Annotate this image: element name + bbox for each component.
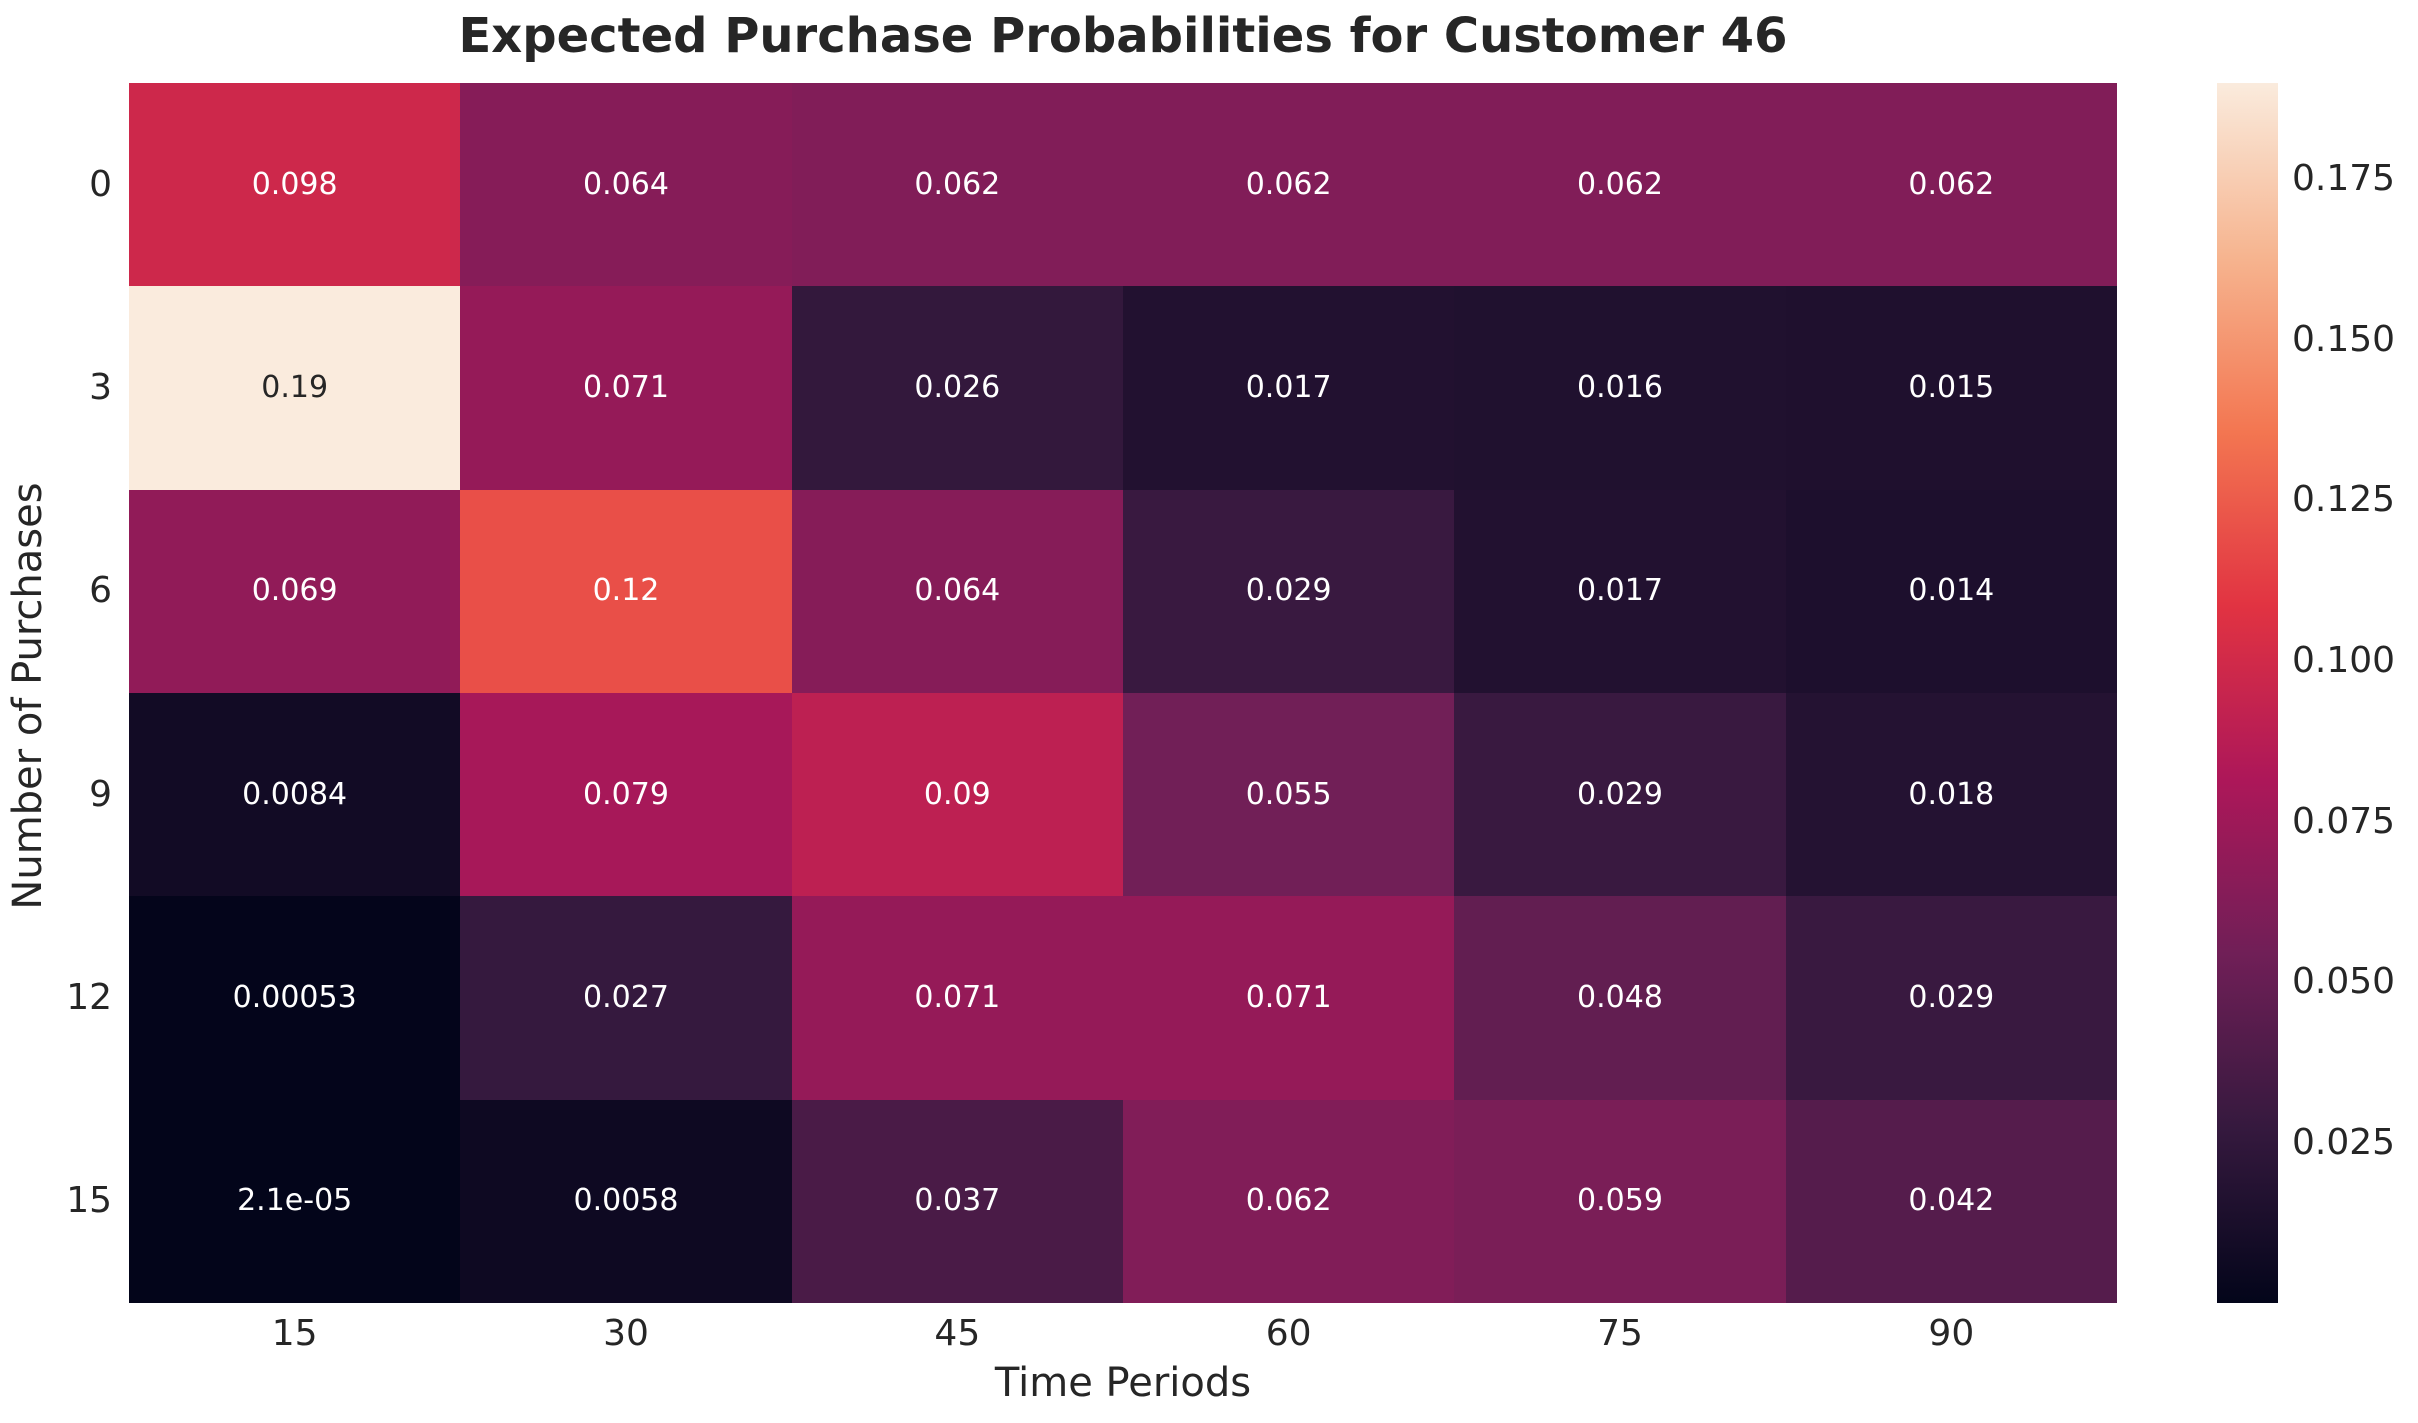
heatmap-cell: 0.042 [1785, 1099, 2117, 1303]
cell-value: 0.026 [914, 369, 1001, 405]
heatmap: 0.098 0.064 0.062 0.062 0.062 0.062 0.19 0.071 0… [129, 83, 2117, 1303]
y-tick-label: 3 [89, 367, 112, 408]
cell-value: 0.042 [1908, 1183, 1995, 1219]
cell-value: 0.048 [1577, 979, 1663, 1015]
heatmap-cell: 2.1e-05 [129, 1099, 461, 1303]
heatmap-cell: 0.048 [1454, 896, 1786, 1100]
cell-value: 0.014 [1908, 573, 1995, 609]
cell-value: 0.029 [1577, 776, 1663, 812]
y-tick-label: 12 [66, 977, 112, 1018]
cell-value: 0.09 [923, 776, 991, 812]
colorbar-tick-label: 0.175 [2292, 158, 2396, 200]
heatmap-cell: 0.016 [1454, 286, 1786, 490]
heatmap-cell: 0.018 [1785, 692, 2117, 897]
x-tick-label: 15 [271, 1313, 318, 1354]
cell-value: 0.0058 [573, 1183, 679, 1219]
x-axis-label: Time Periods [994, 1360, 1252, 1406]
colorbar-tick-label: 0.050 [2292, 961, 2396, 1003]
cell-value: 0.018 [1908, 776, 1995, 812]
cell-value: 0.00053 [232, 979, 357, 1015]
heatmap-cell: 0.071 [791, 896, 1123, 1100]
cell-value: 0.029 [1908, 979, 1995, 1015]
heatmap-cell: 0.029 [1785, 896, 2117, 1100]
cell-value: 0.037 [914, 1183, 1001, 1219]
y-tick-label: 0 [89, 163, 112, 205]
colorbar-tick-label: 0.150 [2292, 318, 2396, 360]
heatmap-cell: 0.017 [1454, 489, 1786, 693]
x-tick-label: 30 [603, 1313, 649, 1354]
cell-value: 0.062 [1908, 166, 1995, 202]
heatmap-cell: 0.017 [1123, 286, 1455, 490]
heatmap-cell: 0.098 [129, 83, 461, 287]
y-tick-label: 15 [66, 1180, 112, 1222]
colorbar-tick-label: 0.075 [2292, 800, 2396, 842]
heatmap-cell: 0.12 [460, 489, 792, 693]
heatmap-cell: 0.064 [460, 83, 792, 287]
cell-value: 0.071 [914, 979, 1001, 1015]
heatmap-cell: 0.014 [1785, 489, 2117, 693]
heatmap-cell: 0.09 [791, 692, 1123, 897]
heatmap-cell: 0.071 [460, 286, 792, 490]
cell-value: 0.098 [251, 166, 338, 202]
cell-value: 0.064 [914, 573, 1001, 609]
colorbar-tick-label: 0.100 [2292, 639, 2396, 681]
heatmap-cell: 0.062 [1123, 1099, 1455, 1303]
cell-value: 0.017 [1245, 369, 1332, 405]
heatmap-cell: 0.055 [1123, 692, 1455, 897]
heatmap-cell: 0.059 [1454, 1099, 1786, 1303]
cell-value: 0.19 [261, 369, 329, 405]
x-tick-label: 60 [1265, 1313, 1312, 1354]
cell-value: 0.027 [583, 979, 669, 1015]
cell-value: 0.062 [1245, 166, 1332, 202]
cell-value: 0.0084 [242, 776, 348, 812]
heatmap-cell: 0.062 [791, 83, 1123, 287]
cell-value: 0.12 [592, 573, 660, 609]
heatmap-cell: 0.0058 [460, 1099, 792, 1303]
heatmap-cell: 0.19 [129, 286, 461, 490]
chart-title: Expected Purchase Probabilities for Cust… [458, 8, 1788, 64]
y-axis-label: Number of Purchases [5, 482, 51, 910]
heatmap-cell: 0.079 [460, 692, 792, 897]
heatmap-cell: 0.029 [1454, 692, 1786, 897]
heatmap-cell: 0.029 [1123, 489, 1455, 693]
cell-value: 0.071 [1245, 979, 1332, 1015]
cell-value: 0.062 [1577, 166, 1663, 202]
colorbar [2217, 83, 2278, 1303]
cell-value: 2.1e-05 [237, 1183, 353, 1219]
heatmap-cell: 0.062 [1785, 83, 2117, 287]
heatmap-cell: 0.0084 [129, 692, 461, 897]
heatmap-cell: 0.00053 [129, 896, 461, 1100]
x-tick-label: 90 [1928, 1313, 1975, 1354]
x-tick-label: 75 [1597, 1313, 1643, 1354]
cell-value: 0.062 [914, 166, 1001, 202]
cell-value: 0.016 [1577, 369, 1663, 405]
heatmap-cell: 0.015 [1785, 286, 2117, 490]
heatmap-cell: 0.069 [129, 489, 461, 693]
cell-value: 0.059 [1577, 1183, 1663, 1219]
heatmap-cell: 0.037 [791, 1099, 1123, 1303]
cell-value: 0.069 [251, 573, 338, 609]
y-tick-label: 6 [89, 570, 112, 612]
heatmap-cell: 0.062 [1123, 83, 1455, 287]
heatmap-cell: 0.026 [791, 286, 1123, 490]
cell-value: 0.071 [583, 369, 669, 405]
y-tick-label: 9 [89, 773, 112, 815]
cell-value: 0.064 [583, 166, 669, 202]
heatmap-cell: 0.027 [460, 896, 792, 1100]
colorbar-tick-label: 0.025 [2292, 1121, 2396, 1163]
cell-value: 0.017 [1577, 573, 1663, 609]
heatmap-cell: 0.071 [1123, 896, 1455, 1100]
cell-value: 0.029 [1245, 573, 1332, 609]
cell-value: 0.062 [1245, 1183, 1332, 1219]
cell-value: 0.015 [1908, 369, 1995, 405]
colorbar-tick-label: 0.125 [2292, 479, 2396, 521]
cell-value: 0.079 [583, 776, 669, 812]
heatmap-cell: 0.064 [791, 489, 1123, 693]
heatmap-cell: 0.062 [1454, 83, 1786, 287]
x-tick-label: 45 [934, 1313, 981, 1354]
cell-value: 0.055 [1245, 776, 1332, 812]
